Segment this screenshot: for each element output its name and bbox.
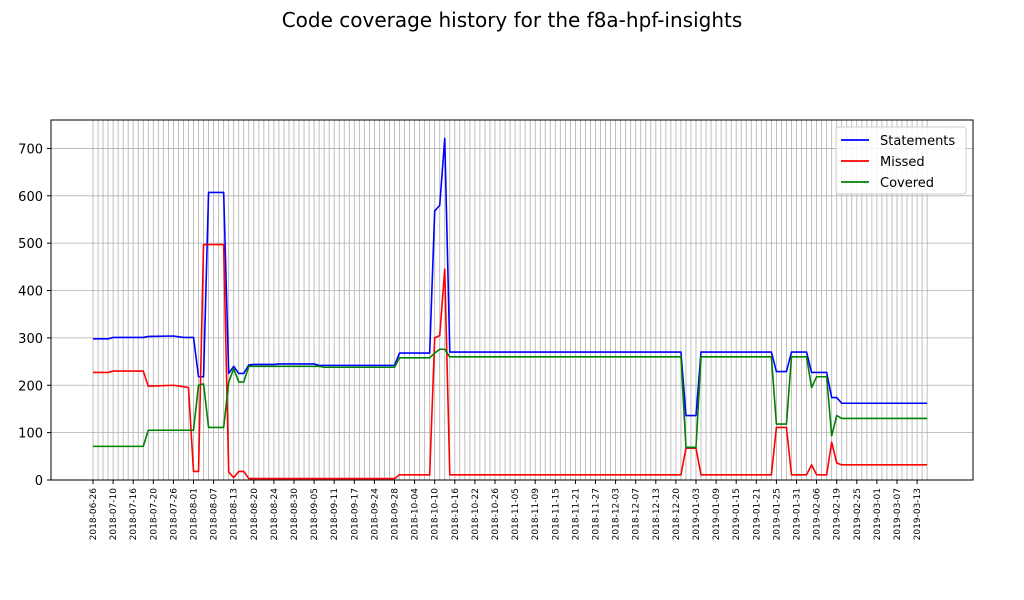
- x-tick-label: 2018-10-04: [411, 488, 421, 541]
- y-tick-label: 500: [18, 237, 43, 252]
- y-tick-label: 300: [18, 332, 43, 347]
- legend-label: Missed: [880, 155, 925, 170]
- x-tick-label: 2018-12-03: [612, 488, 622, 540]
- y-tick-label: 200: [18, 379, 43, 394]
- x-tick-label: 2018-08-20: [250, 488, 260, 541]
- legend: Statements Missed Covered: [835, 126, 967, 195]
- x-tick-label: 2018-10-16: [451, 488, 461, 541]
- x-tick-label: 2019-01-31: [793, 488, 803, 540]
- x-tick-label: 2018-11-09: [531, 488, 541, 541]
- x-tick-label: 2018-11-27: [592, 488, 602, 540]
- x-tick-label: 2018-09-05: [310, 488, 320, 540]
- x-tick-label: 2019-01-03: [692, 488, 702, 540]
- legend-label: Covered: [880, 176, 934, 191]
- x-tick-label: 2018-12-07: [632, 488, 642, 540]
- y-tick-label: 400: [18, 285, 43, 300]
- x-tick-label: 2019-03-13: [913, 488, 923, 540]
- x-tick-label: 2018-09-17: [350, 488, 360, 540]
- x-tick-label: 2018-07-26: [169, 488, 179, 541]
- x-tick-label: 2018-11-15: [551, 488, 561, 540]
- x-tick-label: 2019-02-06: [813, 488, 823, 541]
- x-tick-label: 2018-12-20: [672, 488, 682, 541]
- x-tick-label: 2018-07-10: [109, 488, 119, 541]
- x-tick-label: 2018-08-13: [230, 488, 240, 540]
- x-tick-label: 2019-02-19: [833, 488, 843, 541]
- x-tick-label: 2018-07-20: [149, 488, 159, 541]
- x-tick-label: 2018-08-30: [290, 488, 300, 541]
- legend-label: Statements: [880, 134, 955, 149]
- legend-box: [835, 126, 967, 195]
- chart-title: Code coverage history for the f8a-hpf-in…: [281, 8, 743, 32]
- x-tick-label: 2019-01-09: [712, 488, 722, 541]
- series-lines: [93, 137, 928, 480]
- x-tick-label: 2018-08-07: [210, 488, 220, 540]
- x-tick-label: 2018-06-26: [89, 488, 99, 541]
- x-tick-label: 2018-09-11: [330, 488, 340, 540]
- x-tick-label: 2019-02-25: [853, 488, 863, 540]
- y-tick-label: 0: [35, 474, 43, 489]
- x-tick-label: 2018-12-13: [652, 488, 662, 540]
- y-tick-label: 700: [18, 142, 43, 157]
- x-tick-label: 2019-01-15: [732, 488, 742, 540]
- series-line-statements: [93, 137, 928, 417]
- x-tick-label: 2018-11-21: [571, 488, 581, 540]
- x-tick-label: 2018-10-26: [491, 488, 501, 541]
- y-tick-label: 100: [18, 427, 43, 442]
- series-line-missed: [93, 243, 928, 480]
- x-tick-label: 2018-08-24: [270, 488, 280, 541]
- x-tick-label: 2019-01-21: [752, 488, 762, 540]
- y-axis: 0 100 200 300 400 500 600 700: [18, 142, 51, 489]
- series-line-covered: [93, 348, 928, 449]
- x-tick-label: 2018-10-22: [471, 488, 481, 540]
- x-tick-label: 2018-08-01: [190, 488, 200, 540]
- x-tick-label: 2018-07-16: [129, 488, 139, 541]
- x-tick-label: 2019-03-01: [873, 488, 883, 540]
- x-tick-label: 2019-01-25: [772, 488, 782, 540]
- grid-lines: [51, 120, 973, 481]
- x-tick-label: 2018-10-10: [431, 488, 441, 541]
- x-tick-label: 2018-09-24: [370, 488, 380, 541]
- plot-area-frame: [50, 119, 974, 481]
- x-tick-label: 2018-11-05: [511, 488, 521, 540]
- x-axis: 2018-06-26 2018-07-10 2018-07-16 2018-07-20…: [89, 480, 923, 540]
- x-tick-label: 2019-03-07: [893, 488, 903, 540]
- y-tick-label: 600: [18, 190, 43, 205]
- x-tick-label: 2018-09-28: [391, 488, 401, 541]
